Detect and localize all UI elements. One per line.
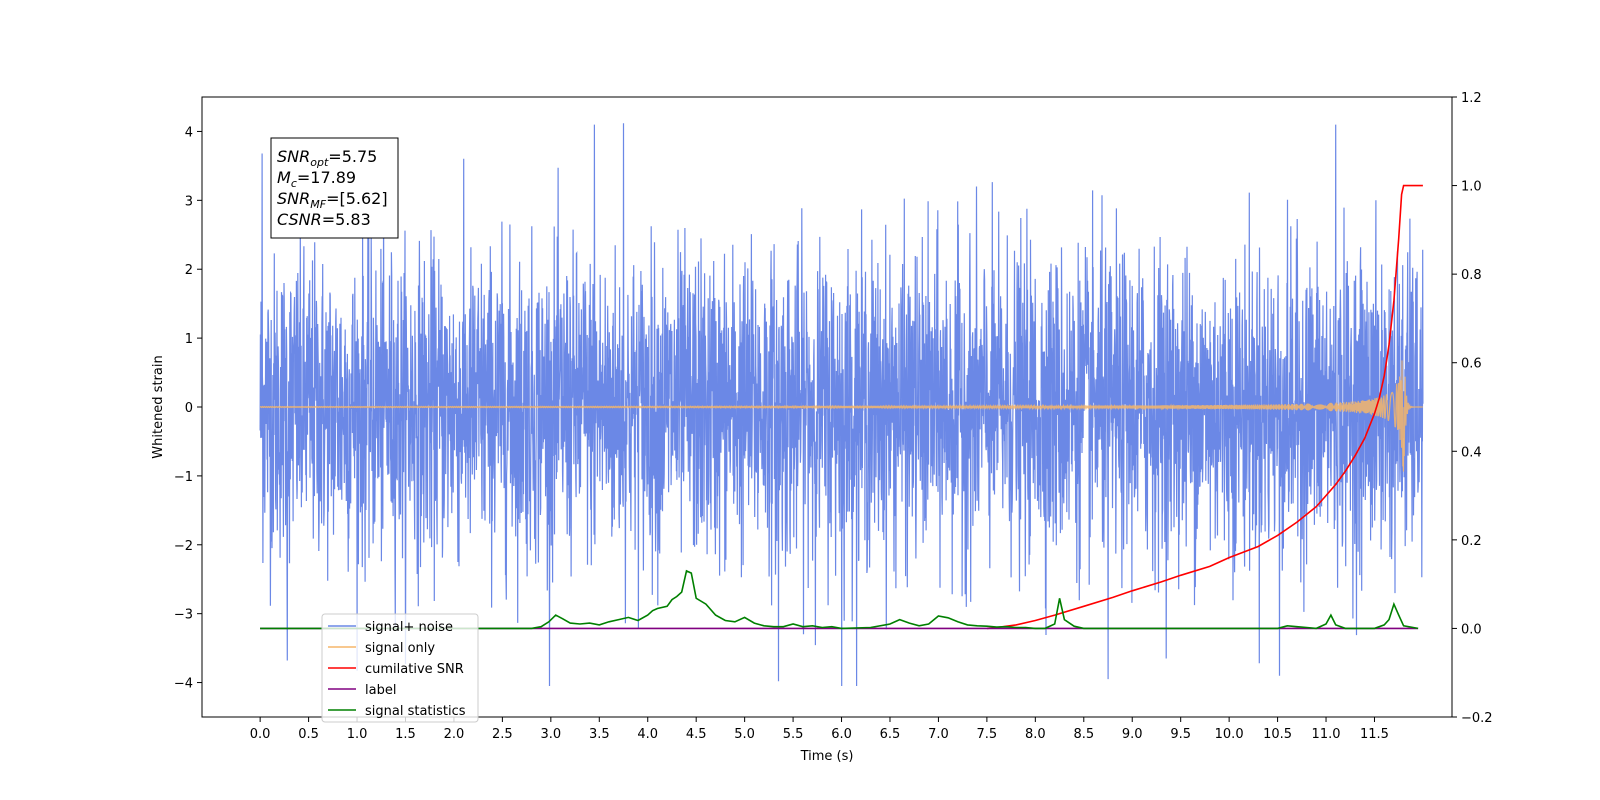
y-tick-label: 3 bbox=[185, 194, 193, 209]
y-tick-label: −2 bbox=[174, 539, 193, 554]
x-tick-label: 1.5 bbox=[395, 727, 416, 742]
y2-tick-label: 1.2 bbox=[1461, 91, 1482, 106]
x-tick-label: 0.5 bbox=[298, 727, 319, 742]
series-signal-noise bbox=[259, 123, 1424, 687]
x-tick-label: 7.0 bbox=[928, 727, 949, 742]
x-tick-label: 11.0 bbox=[1312, 727, 1341, 742]
y-tick-label: −1 bbox=[174, 470, 193, 485]
x-tick-label: 2.5 bbox=[492, 727, 513, 742]
series-cumilative-snr bbox=[986, 184, 1423, 630]
x-tick-label: 6.0 bbox=[831, 727, 852, 742]
x-axis-label: Time (s) bbox=[800, 749, 854, 764]
legend-frame bbox=[321, 613, 479, 723]
y-axis-left: −4 −3 −2 −1 0 1 2 3 4 bbox=[174, 125, 202, 692]
x-tick-label: 0.0 bbox=[250, 727, 271, 742]
legend-label: signal only bbox=[365, 641, 435, 656]
series-signal-only bbox=[260, 360, 1423, 472]
series-signal-statistics bbox=[260, 569, 1419, 630]
y-axis-right: −0.2 0.0 0.2 0.4 0.6 0.8 1.0 1.2 bbox=[1452, 91, 1493, 726]
y2-tick-label: 0.8 bbox=[1461, 268, 1482, 283]
legend-label: cumilative SNR bbox=[365, 662, 464, 677]
y2-tick-label: 0.2 bbox=[1461, 534, 1482, 549]
info-line: SNRopt=5.75 bbox=[277, 147, 377, 169]
y-tick-label: 1 bbox=[185, 332, 193, 347]
series-layer bbox=[259, 123, 1424, 687]
x-tick-label: 5.5 bbox=[783, 727, 804, 742]
x-tick-label: 9.0 bbox=[1122, 727, 1143, 742]
x-tick-label: 5.0 bbox=[734, 727, 755, 742]
info-line: CSNR=5.83 bbox=[277, 210, 371, 229]
x-tick-label: 6.5 bbox=[880, 727, 901, 742]
y2-tick-label: 0.4 bbox=[1461, 445, 1482, 460]
x-axis: 0.0 0.5 1.0 1.5 2.0 2.5 3.0 3.5 4.0 4.5 5.0 5.5 6.0 6… bbox=[250, 717, 1389, 742]
x-tick-label: 2.0 bbox=[444, 727, 465, 742]
info-box-frame bbox=[270, 137, 399, 239]
x-tick-label: 10.0 bbox=[1215, 727, 1244, 742]
x-tick-label: 7.5 bbox=[977, 727, 998, 742]
x-tick-label: 3.0 bbox=[540, 727, 561, 742]
info-line: SNRMF=[5.62] bbox=[277, 189, 388, 211]
x-tick-label: 11.5 bbox=[1360, 727, 1389, 742]
x-tick-label: 4.5 bbox=[686, 727, 707, 742]
y-tick-label: −4 bbox=[174, 677, 193, 692]
legend-label: signal statistics bbox=[365, 704, 466, 719]
y-tick-label: −3 bbox=[174, 608, 193, 623]
y2-tick-label: 0.0 bbox=[1461, 622, 1482, 637]
x-tick-label: 3.5 bbox=[589, 727, 610, 742]
y-tick-label: 4 bbox=[185, 125, 193, 140]
x-tick-label: 8.0 bbox=[1025, 727, 1046, 742]
legend: signal+ noise signal only cumilative SNR la… bbox=[321, 613, 479, 723]
y-axis-label: Whitened strain bbox=[151, 355, 166, 458]
x-tick-label: 1.0 bbox=[347, 727, 368, 742]
y2-tick-label: 1.0 bbox=[1461, 180, 1482, 195]
y-tick-label: 0 bbox=[185, 401, 193, 416]
x-tick-label: 4.0 bbox=[637, 727, 658, 742]
info-line: Mc=17.89 bbox=[277, 168, 356, 190]
x-tick-label: 10.5 bbox=[1263, 727, 1292, 742]
legend-label: label bbox=[365, 683, 396, 698]
x-tick-label: 9.5 bbox=[1170, 727, 1191, 742]
y-tick-label: 2 bbox=[185, 263, 193, 278]
y2-tick-label: −0.2 bbox=[1461, 711, 1493, 726]
y2-tick-label: 0.6 bbox=[1461, 357, 1482, 372]
x-tick-label: 8.5 bbox=[1073, 727, 1094, 742]
legend-label: signal+ noise bbox=[365, 620, 453, 635]
